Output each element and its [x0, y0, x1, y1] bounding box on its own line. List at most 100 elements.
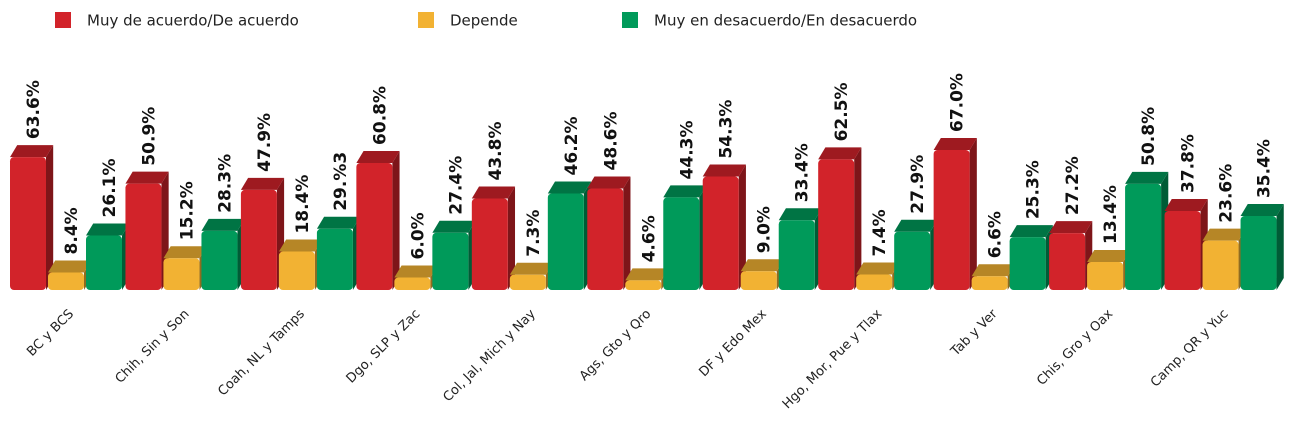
bar [818, 159, 855, 290]
legend-swatch [55, 12, 71, 28]
legend-label: Muy de acuerdo/De acuerdo [87, 12, 299, 30]
bar [509, 274, 546, 290]
bar-top [125, 171, 169, 184]
bar-group [1049, 221, 1093, 290]
bar-group [818, 147, 862, 290]
bar-group [933, 138, 977, 290]
bar-top [278, 239, 323, 252]
bar-group [778, 208, 822, 290]
value-label: 18.4% [293, 175, 313, 234]
bar [201, 230, 238, 290]
bar [10, 157, 46, 290]
bar-group [547, 181, 592, 290]
bar-group [1202, 228, 1246, 290]
bar [86, 235, 122, 290]
value-label: 35.4% [1255, 139, 1275, 198]
bar-top [894, 219, 938, 232]
bar-group [356, 150, 400, 290]
bar-group [1240, 204, 1284, 290]
bar-top [356, 150, 400, 163]
bar-group [856, 262, 900, 290]
bar-group [1087, 250, 1131, 290]
bar-top [163, 246, 207, 259]
bar-group [587, 176, 631, 290]
value-label: 50.9% [139, 107, 159, 166]
bar [778, 220, 815, 290]
bar-side [623, 176, 631, 290]
bar-group [86, 223, 130, 290]
value-label: 6.6% [986, 211, 1006, 258]
bar [625, 280, 662, 290]
bar-top [663, 185, 707, 198]
bar-side [854, 147, 862, 290]
bar [702, 176, 739, 290]
bar-group [625, 268, 669, 290]
legend-label: Depende [450, 12, 518, 30]
bar-side [46, 145, 54, 290]
value-label: 67.0% [948, 73, 968, 132]
bar-group [125, 171, 169, 290]
bar-top [702, 164, 746, 177]
bar [1009, 237, 1046, 290]
value-label: 63.6% [24, 80, 44, 139]
bar-group [278, 239, 323, 290]
bar-side [969, 138, 977, 290]
x-tick-label: Chis, Gro y Oax [1034, 306, 1116, 388]
bar [48, 272, 84, 290]
bar [1240, 216, 1277, 290]
bar [125, 183, 162, 290]
bar [894, 231, 931, 290]
bar-side [1276, 204, 1284, 290]
value-label: 37.8% [1179, 134, 1199, 193]
bar-group [740, 259, 784, 290]
value-label: 7.4% [870, 209, 890, 256]
value-label: 27.2% [1063, 156, 1083, 215]
value-label: 48.6% [601, 111, 621, 170]
x-tick-label: Camp, QR y Yuc [1148, 307, 1232, 391]
bar [547, 193, 584, 290]
x-tick-label: Dgo, SLP y Zac [344, 307, 424, 387]
value-label: 54.3% [717, 100, 737, 159]
bar-group [702, 164, 746, 290]
bar [663, 197, 700, 290]
bar-top [778, 208, 822, 221]
bar-top [818, 147, 862, 160]
x-tick-label: Coah, NL y Tamps [215, 307, 308, 400]
bar [1049, 233, 1086, 290]
bar [163, 258, 200, 290]
value-label: 46.2% [562, 116, 582, 175]
legend-label: Muy en desacuerdo/En desacuerdo [654, 12, 917, 30]
bar-top [547, 181, 592, 194]
bar [316, 228, 353, 290]
bar-group [432, 220, 476, 290]
value-label: 47.9% [255, 113, 275, 172]
legend-swatch [418, 12, 434, 28]
bar [1202, 240, 1239, 290]
value-label: 25.3% [1024, 160, 1044, 219]
bar [856, 274, 893, 290]
bar-side [392, 150, 400, 290]
bar-top [48, 260, 92, 273]
bar-top [10, 145, 54, 158]
bar-group [163, 246, 207, 290]
bar-top [86, 223, 130, 236]
x-tick-label: Chih, Sin y Son [113, 307, 193, 387]
bar-top [1049, 221, 1093, 234]
bar-top [471, 186, 516, 199]
bar-group [240, 177, 285, 290]
value-label: 4.6% [639, 215, 659, 262]
bar [1164, 211, 1201, 290]
value-label: 6.0% [408, 212, 428, 259]
value-label: 13.4% [1101, 185, 1121, 244]
x-tick-label: Col, Jal, Mich y Nay [440, 306, 539, 405]
value-label: 28.3% [215, 154, 235, 213]
bar [240, 189, 277, 290]
bar-group [663, 185, 707, 290]
bar-group [971, 264, 1015, 290]
legend-swatch [622, 12, 638, 28]
bar-group [509, 262, 554, 290]
value-label: 27.4% [446, 156, 466, 215]
bar [740, 271, 777, 290]
bar-top [240, 177, 285, 190]
